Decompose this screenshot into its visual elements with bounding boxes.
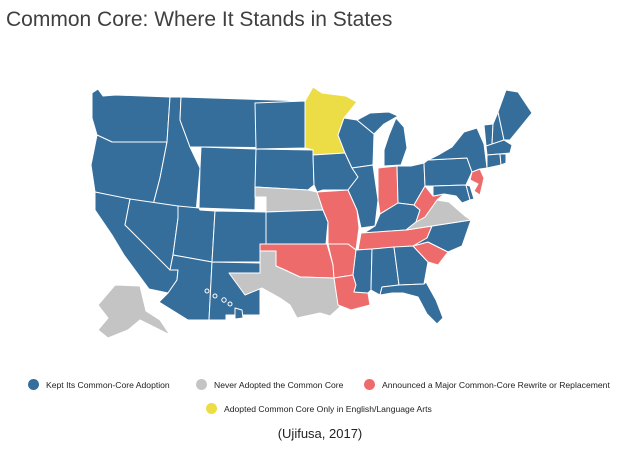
state-pa [423,157,473,187]
state-nc [412,219,472,253]
state-ne [254,186,324,213]
legend-swatch-rewrite [364,379,375,390]
legend-item-never: Never Adopted the Common Core [196,379,343,390]
state-sd [254,148,315,191]
hawaii-island-2 [212,293,218,299]
state-fl [379,281,444,325]
state-tx [228,250,341,319]
state-il [347,164,379,229]
state-wi [337,117,375,169]
state-wy [198,146,257,211]
hawaii-island-3 [221,297,227,303]
state-mi-upper [356,111,399,135]
hawaii-island-4 [227,301,233,307]
state-ri [499,153,507,166]
legend-swatch-never [196,379,207,390]
legend-item-kept: Kept Its Common-Core Adoption [28,379,170,390]
state-ak [97,284,171,339]
hawaii-big-island [234,307,244,320]
legend-item-rewrite: Announced a Major Common-Core Rewrite or… [364,379,610,390]
state-ma [485,139,513,156]
state-hi [204,288,244,320]
legend-label-never: Never Adopted the Common Core [214,379,344,390]
state-ga [393,245,429,286]
state-de [465,184,475,201]
page-title: Common Core: Where It Stands in States [6,8,393,31]
state-ms [352,248,373,294]
state-ks [265,209,329,245]
legend-label-rewrite: Announced a Major Common-Core Rewrite or… [382,379,610,390]
state-me [497,89,533,141]
state-co [211,210,267,263]
legend-label-ela-only: Adopted Common Core Only in English/Lang… [224,403,432,414]
state-ut [172,205,216,263]
legend-label-kept: Kept Its Common-Core Adoption [46,379,170,390]
legend-swatch-kept [28,379,39,390]
citation: (Ujifusa, 2017) [277,426,363,441]
state-nj [469,168,485,196]
state-mi [383,117,408,167]
state-ny [427,127,488,173]
state-wv [413,185,445,223]
hawaii-island-1 [204,288,210,294]
legend-swatch-ela-only [206,403,217,414]
legend-item-ela-only: Adopted Common Core Only in English/Lang… [206,403,432,414]
state-nd [254,100,306,150]
state-ct [486,153,502,169]
state-wa [91,88,171,143]
